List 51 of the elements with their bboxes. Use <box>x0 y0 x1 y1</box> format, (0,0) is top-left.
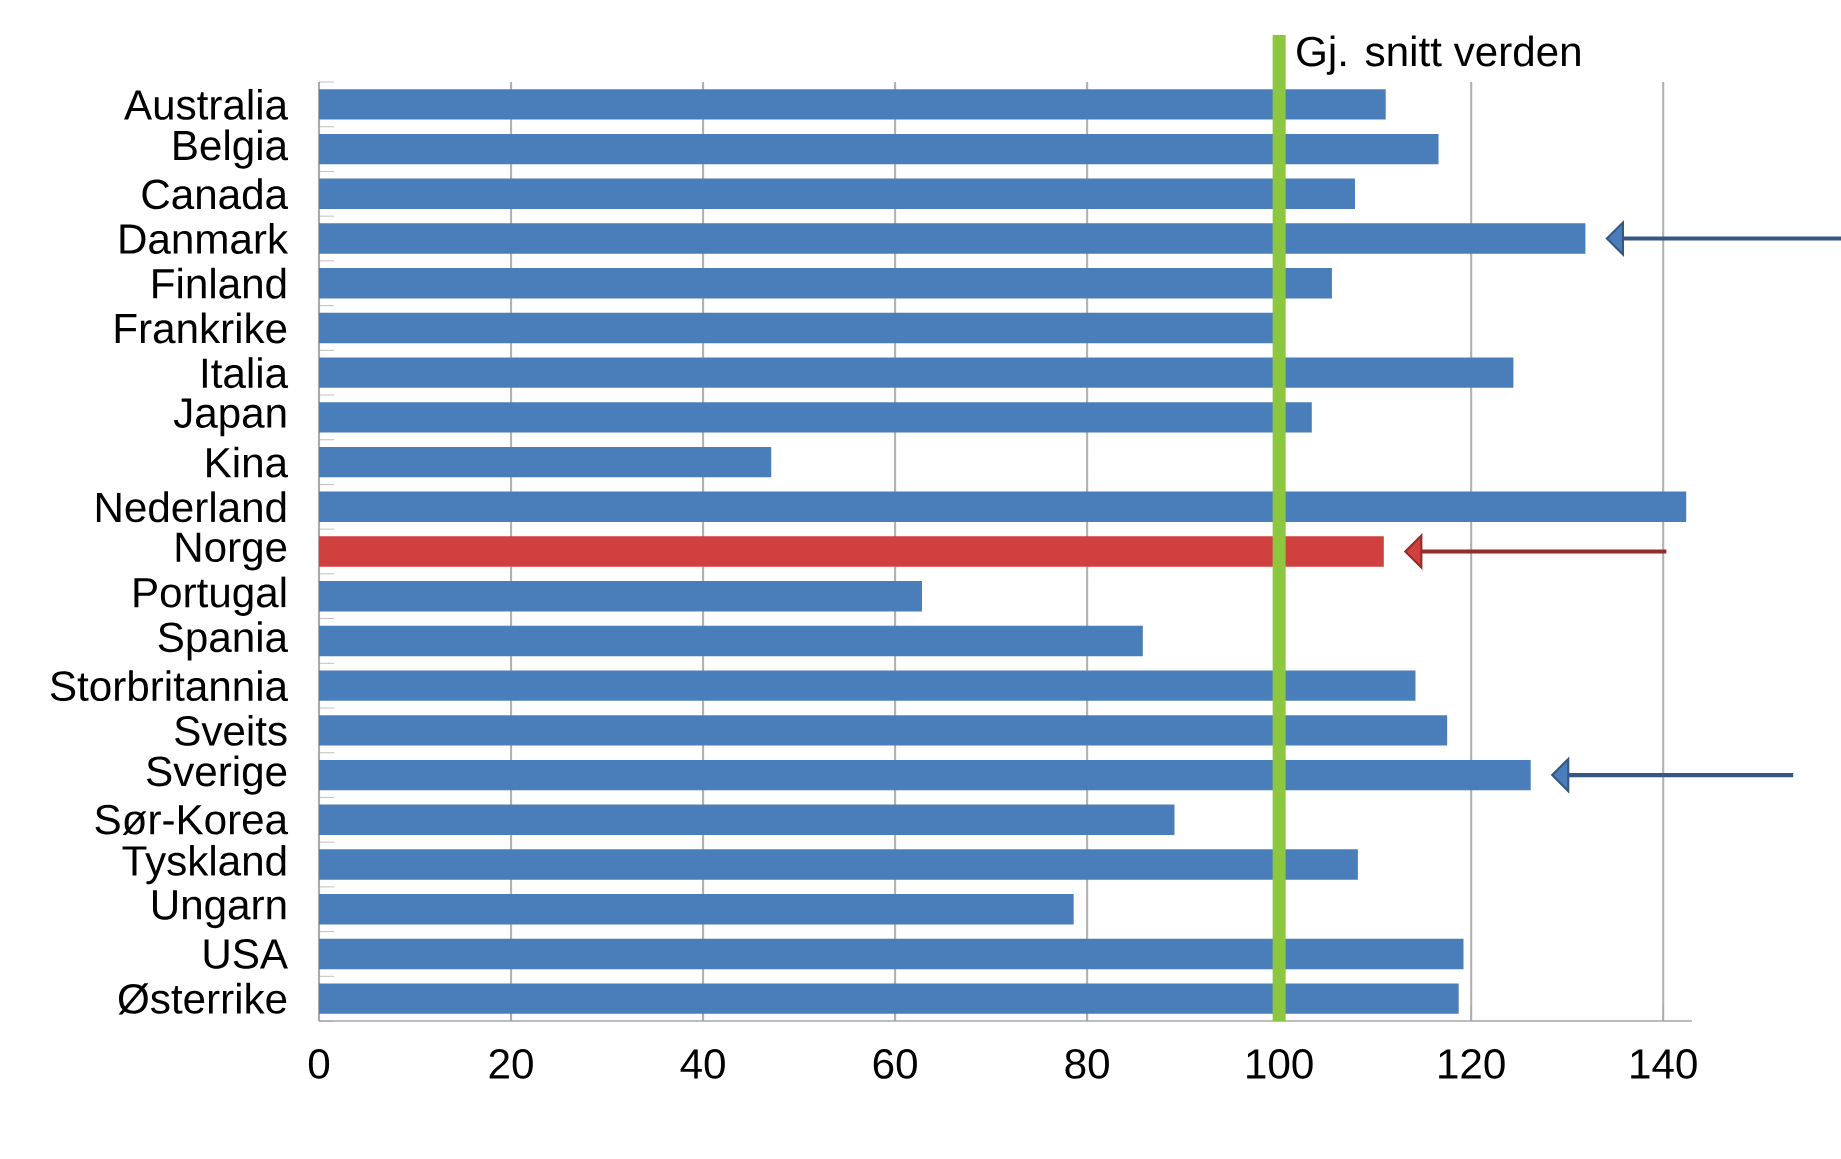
bar <box>319 536 1384 567</box>
y-tick-label: Danmark <box>120 223 289 254</box>
ref-line-label: Gj. snitt verden <box>1297 35 1580 75</box>
x-tick-label: 100 <box>1247 1048 1313 1079</box>
y-tick-label: Frankrike <box>115 312 287 344</box>
bar <box>319 268 1332 299</box>
y-tick-label: Østerrike <box>118 982 287 1015</box>
y-tick-label: Kina <box>207 446 289 478</box>
y-tick-label: Sverige <box>147 755 287 795</box>
bar <box>319 894 1074 925</box>
bar <box>319 312 1274 344</box>
bar <box>319 625 1143 657</box>
bar <box>319 446 772 478</box>
y-tick-label: Spania <box>158 621 289 661</box>
x-tick-label: 140 <box>1631 1048 1697 1079</box>
bar <box>319 223 1586 254</box>
bar <box>319 357 1514 388</box>
y-tick-label: Portugal <box>134 576 286 616</box>
bar <box>319 804 1175 836</box>
y-tick-label: Norge <box>176 532 287 571</box>
bar <box>319 133 1439 165</box>
y-tick-label: Tyskland <box>122 844 286 885</box>
y-tick-label: Ungarn <box>153 890 286 929</box>
y-tick-label: Japan <box>173 398 286 437</box>
bar <box>319 849 1358 880</box>
bar <box>319 983 1459 1014</box>
y-tick-label: Sveits <box>175 714 287 746</box>
y-tick-label: Storbritannia <box>50 670 289 702</box>
x-tick-label: 40 <box>680 1048 725 1079</box>
y-tick-label: Sør-Korea <box>95 804 289 835</box>
bar <box>319 670 1416 701</box>
y-tick-label: Australia <box>124 88 289 120</box>
bar <box>319 938 1464 970</box>
y-tick-label: Finland <box>153 267 286 299</box>
bar <box>319 89 1386 120</box>
bar <box>319 715 1448 746</box>
bar <box>319 759 1531 791</box>
x-tick-label: 60 <box>873 1048 917 1079</box>
x-tick-label: 120 <box>1439 1048 1505 1079</box>
y-tick-label: USA <box>204 939 288 969</box>
y-tick-label: Canada <box>142 178 289 210</box>
bar <box>319 491 1687 523</box>
x-tick-label: 80 <box>1065 1048 1109 1079</box>
x-tick-label: 0 <box>308 1048 330 1079</box>
bar <box>319 402 1312 433</box>
bar <box>319 178 1355 210</box>
y-tick-label: Belgia <box>174 129 289 169</box>
y-tick-label: Nederland <box>96 491 286 523</box>
y-tick-label: Italia <box>202 357 289 389</box>
x-tick-label: 20 <box>489 1048 533 1079</box>
bar <box>319 581 922 612</box>
